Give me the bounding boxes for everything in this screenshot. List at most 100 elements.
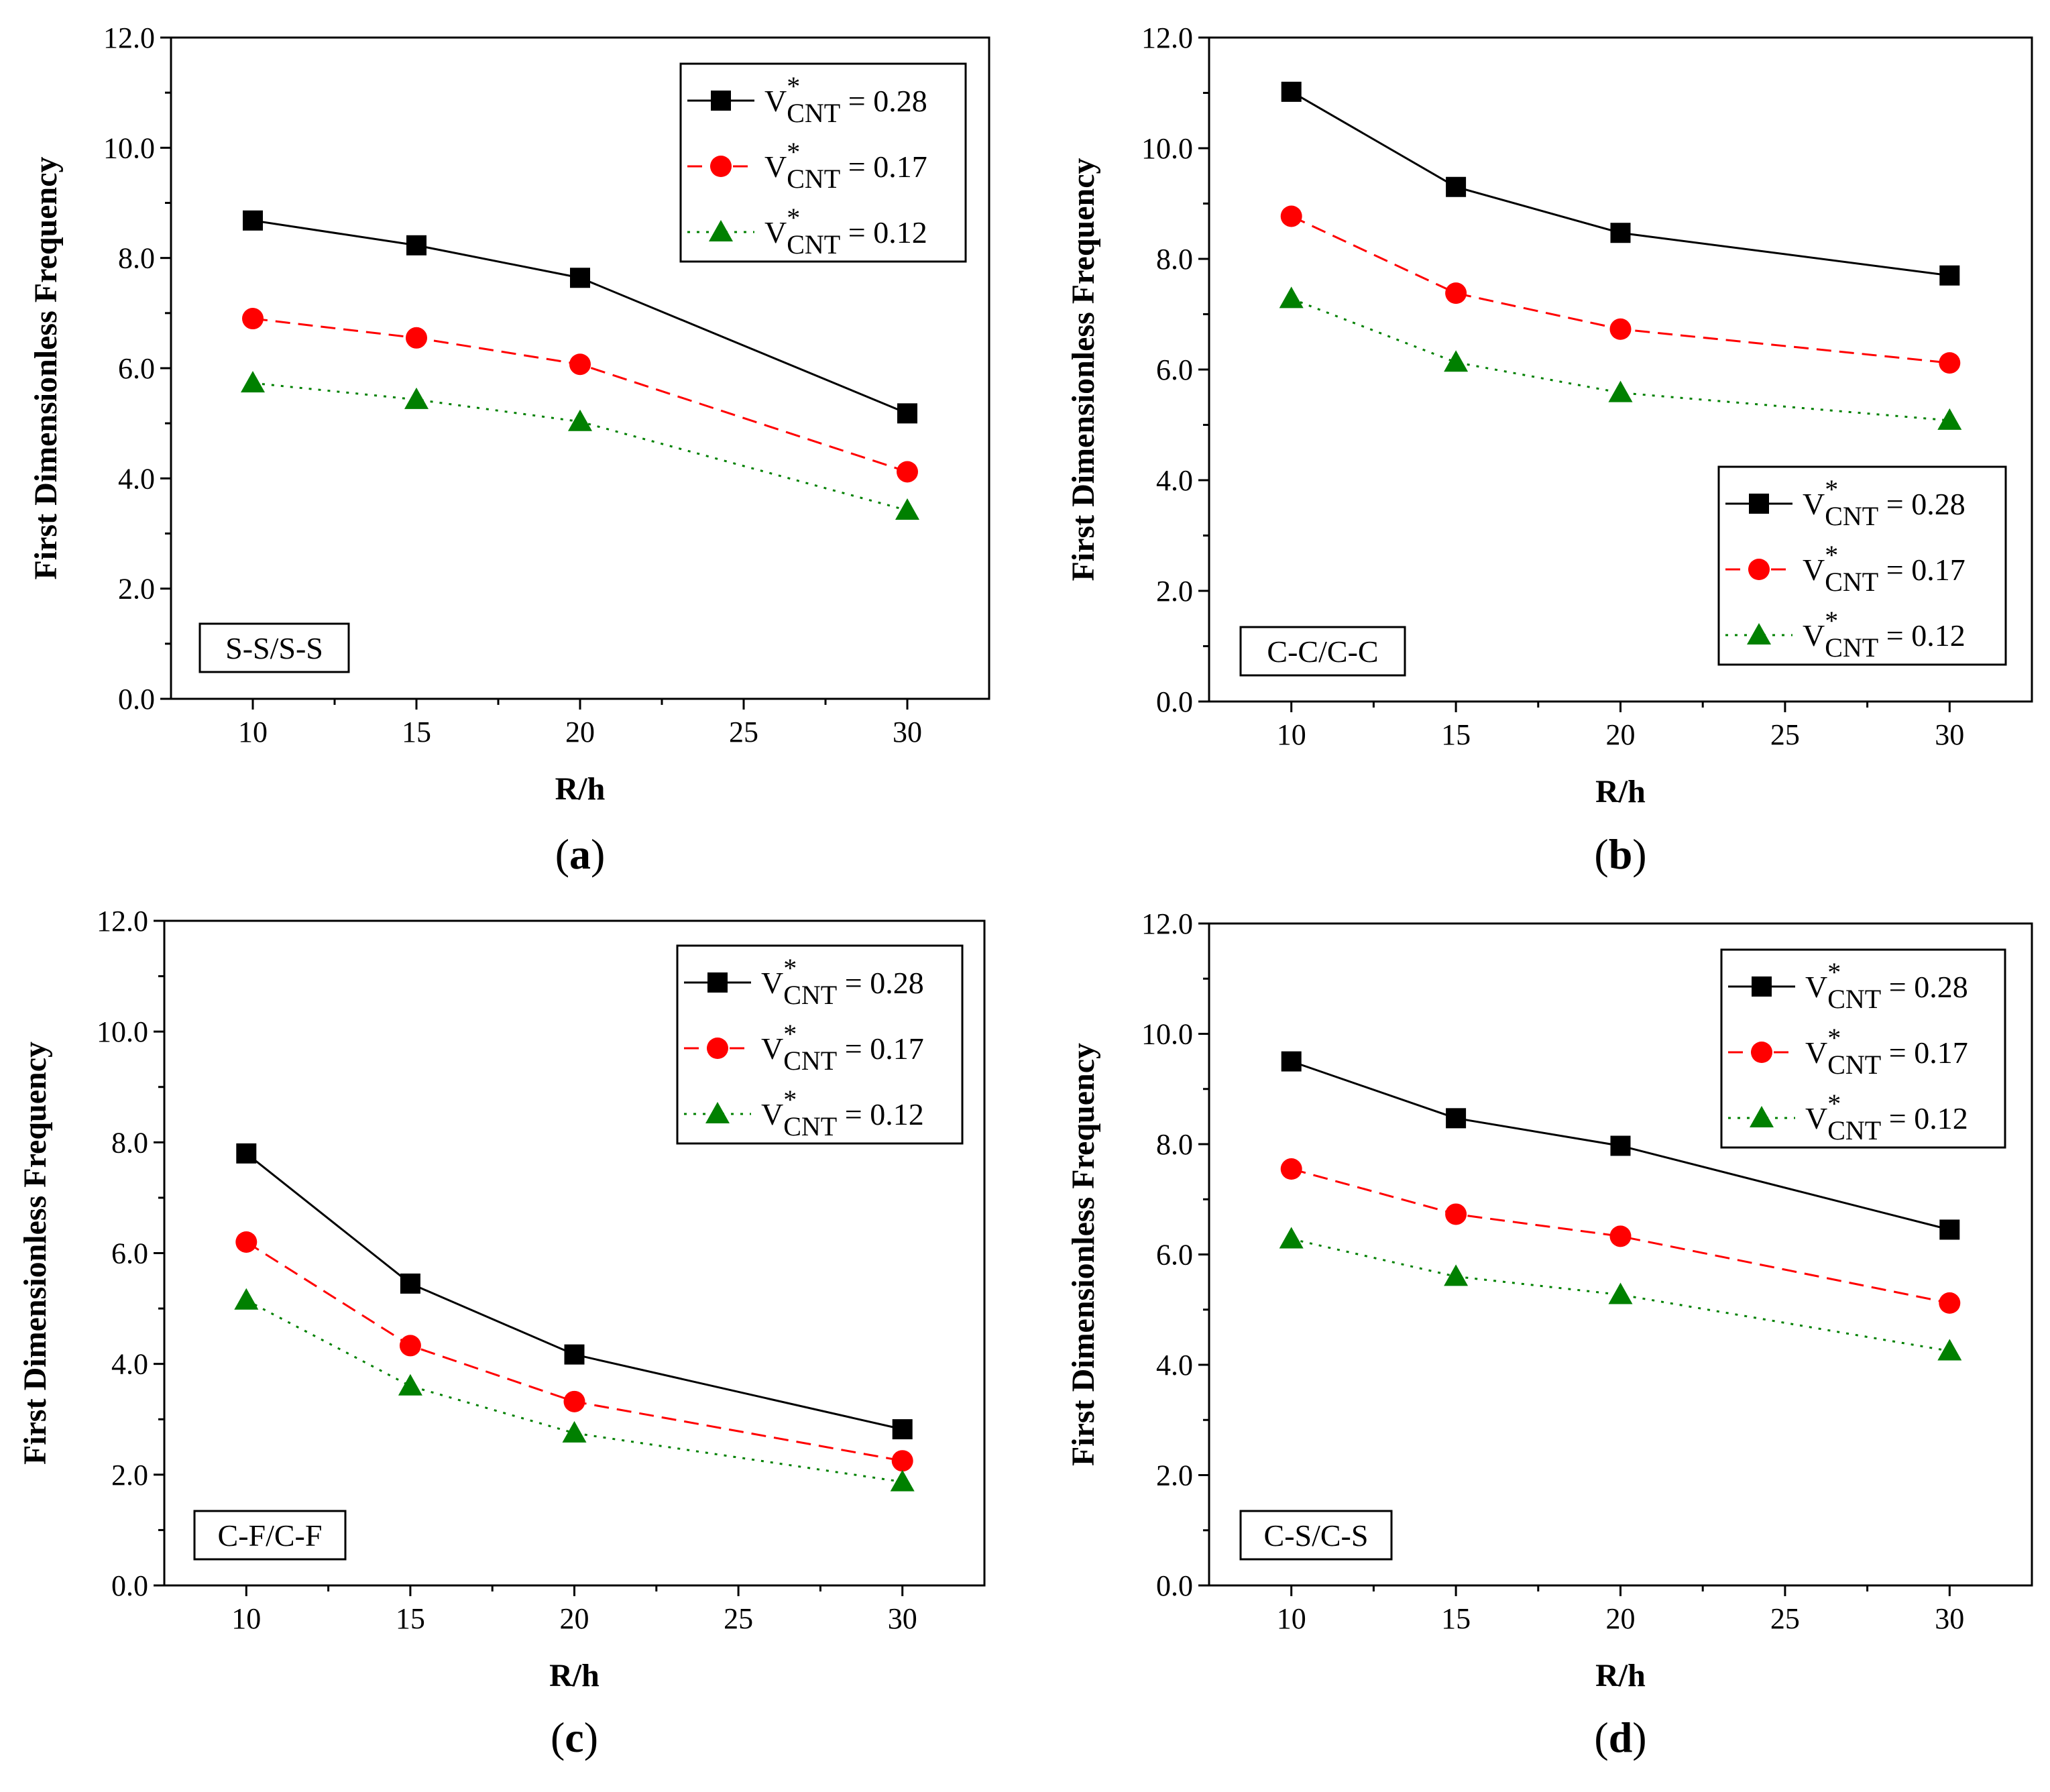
series-line-2 [1291, 1168, 1950, 1304]
data-point-s1-3 [1610, 1135, 1631, 1156]
legend-marker-3 [705, 1102, 730, 1123]
panel-c: 0.0 2.0 4.0 6.0 8.0 10.0 12.0 10 15 20 25 30 R/h Firs… [17, 905, 986, 1761]
x-tick-label: 10 [1277, 1602, 1306, 1635]
legend-value: 0.28 [1914, 970, 1968, 1004]
data-point-s2-2 [1445, 1203, 1467, 1225]
legend-value: 0.28 [1911, 487, 1966, 521]
legend-label-1: V* CNT = 0.28 [1803, 474, 1966, 531]
data-point-s2-2 [1445, 282, 1467, 304]
data-point-s3-1 [241, 371, 265, 393]
legend: V* CNT = 0.28V* CNT = 0.17V* CNT = 0.12 [1720, 948, 2006, 1149]
legend-symbol-base: V [1805, 1035, 1827, 1070]
legend-eq: = [1881, 1035, 1914, 1070]
legend-value: 0.12 [870, 1097, 924, 1131]
legend-marker-3 [1747, 623, 1771, 645]
legend-eq: = [1881, 1101, 1914, 1135]
data-point-s3-2 [1444, 1264, 1469, 1286]
legend-symbol-sup: * [1825, 474, 1838, 504]
legend-symbol-sub: CNT [1827, 984, 1881, 1014]
legend-symbol-sub: CNT [787, 164, 840, 194]
y-tick-label: 12.0 [1141, 21, 1193, 54]
y-tick-label: 6.0 [1156, 353, 1193, 386]
legend-symbol-base: V [1803, 618, 1825, 653]
legend-symbol-base: V [1803, 487, 1825, 521]
legend-symbol-base: V [764, 150, 787, 184]
legend-value: 0.12 [1911, 618, 1966, 653]
legend-value: 0.12 [873, 215, 927, 249]
data-point-s3-3 [562, 1420, 587, 1443]
y-tick-label: 0.0 [118, 683, 155, 716]
legend: V* CNT = 0.28V* CNT = 0.17V* CNT = 0.12 [1717, 465, 2007, 666]
y-tick-label: 8.0 [1156, 243, 1193, 276]
data-point-s1-4 [897, 403, 917, 424]
legend-value: 0.28 [873, 84, 927, 118]
y-tick-label: 4.0 [1156, 464, 1193, 497]
y-tick-label: 4.0 [1156, 1349, 1193, 1382]
legend-label-2: V* CNT = 0.17 [1805, 1023, 1968, 1080]
legend-symbol-sub: CNT [783, 1046, 837, 1076]
x-axis-title: R/h [549, 1658, 600, 1693]
x-tick-label: 25 [724, 1602, 753, 1635]
y-tick-label: 2.0 [1156, 1459, 1193, 1492]
legend-symbol-base: V [761, 1097, 783, 1131]
data-point-s1-3 [570, 268, 590, 288]
series-line-2 [1291, 215, 1950, 364]
legend-eq: = [837, 1031, 870, 1066]
legend-label-1: V* CNT = 0.28 [764, 71, 927, 128]
caption-letter: d [1609, 1714, 1633, 1761]
legend-marker-2 [707, 1038, 728, 1059]
data-point-s2-4 [891, 1450, 913, 1472]
data-point-s3-3 [568, 409, 592, 431]
y-axis-title: First Dimensionless Frequency [1066, 1043, 1101, 1466]
bc-label-box [198, 622, 350, 673]
legend-label-2: V* CNT = 0.17 [1803, 540, 1966, 597]
data-point-s3-1 [1279, 1227, 1304, 1249]
data-point-s2-1 [1280, 205, 1302, 227]
legend-value: 0.17 [1914, 1035, 1968, 1070]
panel-d: 0.0 2.0 4.0 6.0 8.0 10.0 12.0 10 15 20 25 30 R/h Firs… [1066, 907, 2033, 1761]
legend-symbol-sup: * [787, 71, 800, 101]
legend-label-2: V* CNT = 0.17 [764, 137, 927, 194]
legend-eq: = [837, 1097, 870, 1131]
caption-letter: a [569, 830, 591, 878]
legend-symbol-sup: * [1825, 606, 1838, 636]
caption-letter: c [565, 1714, 583, 1761]
series-line-3 [1291, 298, 1950, 422]
legend-symbol-sub: CNT [783, 980, 837, 1010]
x-tick-label: 25 [1770, 1602, 1800, 1635]
legend-marker-2 [710, 156, 732, 177]
legend-eq: = [1881, 970, 1914, 1004]
data-point-s2-1 [235, 1231, 258, 1253]
legend-symbol-base: V [1805, 1101, 1827, 1135]
legend-value: 0.17 [870, 1031, 924, 1066]
legend-symbol-sup: * [1827, 1088, 1841, 1119]
data-point-s1-1 [1281, 1051, 1302, 1072]
bc-label-text: C-C/C-C [1267, 634, 1378, 669]
series-line-1 [1290, 91, 1950, 277]
data-point-s2-3 [569, 353, 591, 376]
x-tick-label: 10 [238, 716, 268, 748]
y-tick-label: 2.0 [111, 1459, 148, 1492]
data-point-s2-1 [1280, 1158, 1302, 1180]
legend-symbol-sup: * [787, 137, 800, 167]
x-tick-label: 20 [1606, 1602, 1636, 1635]
legend-symbol-sub: CNT [1825, 632, 1878, 663]
x-tick-label: 25 [729, 716, 758, 748]
legend-symbol-base: V [1805, 970, 1827, 1004]
legend-value: 0.17 [873, 150, 927, 184]
bc-label-text: C-F/C-F [218, 1518, 323, 1553]
data-point-s1-1 [1281, 81, 1302, 102]
legend-symbol-sup: * [1827, 957, 1841, 987]
series-line-1 [245, 1152, 903, 1431]
legend-label-1: V* CNT = 0.28 [1805, 957, 1968, 1014]
legend-symbol-sub: CNT [1825, 501, 1878, 531]
series-line-1 [252, 219, 908, 414]
y-tick-label: 2.0 [1156, 575, 1193, 608]
data-point-s1-2 [400, 1273, 420, 1294]
caption-close-paren: ) [1632, 830, 1646, 878]
legend-symbol-sub: CNT [787, 98, 840, 128]
x-tick-label: 30 [893, 716, 922, 748]
y-tick-label: 6.0 [111, 1237, 148, 1270]
legend-value: 0.17 [1911, 553, 1966, 587]
